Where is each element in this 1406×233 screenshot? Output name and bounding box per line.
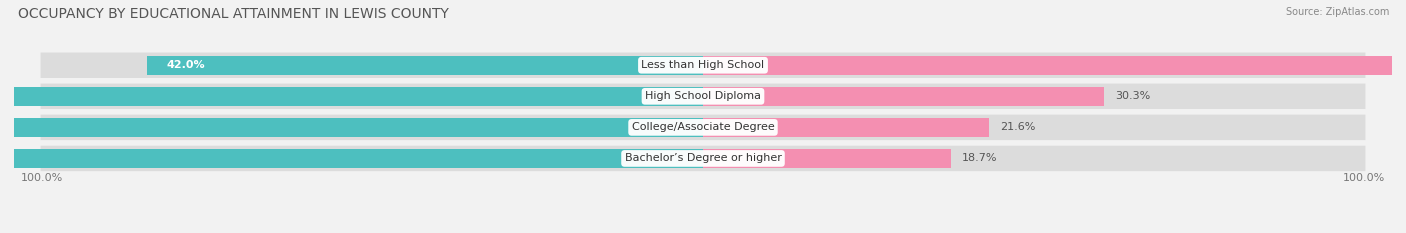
Text: 21.6%: 21.6% — [1000, 122, 1035, 132]
Bar — [703, 56, 1406, 75]
Text: Less than High School: Less than High School — [641, 60, 765, 70]
Bar — [146, 56, 703, 75]
Text: 100.0%: 100.0% — [21, 173, 63, 183]
Bar — [0, 118, 703, 137]
FancyBboxPatch shape — [41, 146, 1365, 171]
Text: Source: ZipAtlas.com: Source: ZipAtlas.com — [1285, 7, 1389, 17]
Text: 42.0%: 42.0% — [166, 60, 205, 70]
Bar — [0, 87, 703, 106]
Bar — [0, 149, 703, 168]
Text: Bachelor’s Degree or higher: Bachelor’s Degree or higher — [624, 154, 782, 163]
FancyBboxPatch shape — [41, 52, 1365, 78]
Text: 100.0%: 100.0% — [1343, 173, 1385, 183]
FancyBboxPatch shape — [41, 115, 1365, 140]
Text: OCCUPANCY BY EDUCATIONAL ATTAINMENT IN LEWIS COUNTY: OCCUPANCY BY EDUCATIONAL ATTAINMENT IN L… — [18, 7, 449, 21]
Bar — [703, 87, 1105, 106]
Text: 30.3%: 30.3% — [1115, 91, 1150, 101]
Text: 18.7%: 18.7% — [962, 154, 997, 163]
Bar — [703, 118, 990, 137]
Bar — [703, 149, 950, 168]
Text: High School Diploma: High School Diploma — [645, 91, 761, 101]
FancyBboxPatch shape — [41, 84, 1365, 109]
Text: College/Associate Degree: College/Associate Degree — [631, 122, 775, 132]
